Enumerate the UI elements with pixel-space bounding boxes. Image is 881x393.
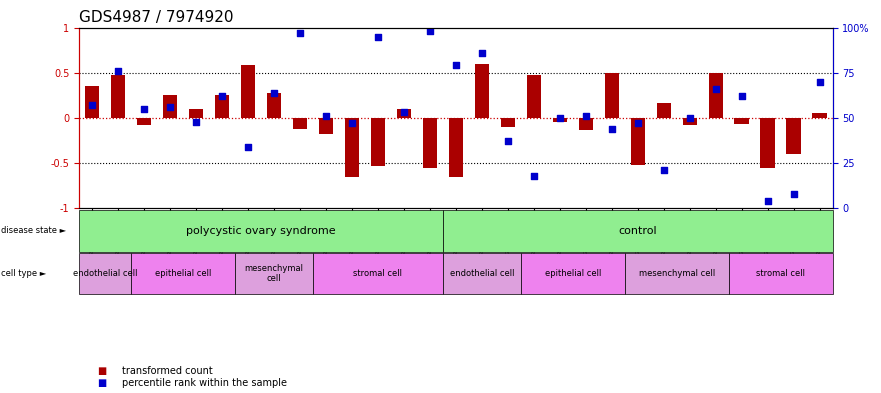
- Text: endothelial cell: endothelial cell: [73, 269, 137, 278]
- Text: mesenchymal cell: mesenchymal cell: [639, 269, 714, 278]
- Bar: [735, 118, 749, 124]
- Point: [215, 93, 229, 99]
- Bar: [163, 95, 177, 118]
- Point: [371, 33, 385, 40]
- Bar: [552, 118, 567, 121]
- Bar: [787, 118, 801, 154]
- Point: [683, 115, 697, 121]
- Text: epithelial cell: epithelial cell: [544, 269, 601, 278]
- Bar: [396, 109, 411, 118]
- Point: [111, 68, 125, 74]
- Point: [163, 104, 177, 110]
- Point: [760, 198, 774, 204]
- Point: [241, 144, 255, 150]
- Point: [85, 102, 100, 108]
- Bar: [708, 73, 722, 118]
- Bar: [344, 118, 359, 177]
- Text: stromal cell: stromal cell: [353, 269, 403, 278]
- Point: [475, 50, 489, 56]
- Point: [787, 191, 801, 197]
- Point: [137, 106, 152, 112]
- Bar: [371, 118, 385, 166]
- Point: [189, 118, 204, 125]
- Point: [735, 93, 749, 99]
- Point: [423, 28, 437, 34]
- Point: [293, 30, 307, 36]
- Point: [345, 120, 359, 127]
- Text: ■: ■: [97, 378, 106, 388]
- Text: endothelial cell: endothelial cell: [449, 269, 515, 278]
- Point: [448, 62, 463, 69]
- Bar: [683, 118, 697, 125]
- Bar: [812, 114, 826, 118]
- Point: [579, 113, 593, 119]
- Bar: [215, 95, 229, 118]
- Bar: [292, 118, 307, 129]
- Bar: [579, 118, 593, 130]
- Bar: [475, 64, 489, 118]
- Bar: [448, 118, 463, 177]
- Point: [500, 138, 515, 145]
- Text: mesenchymal
cell: mesenchymal cell: [245, 264, 304, 283]
- Bar: [241, 66, 255, 118]
- Text: disease state ►: disease state ►: [1, 226, 66, 235]
- Bar: [137, 118, 152, 125]
- Text: stromal cell: stromal cell: [756, 269, 805, 278]
- Point: [812, 79, 826, 85]
- Text: cell type ►: cell type ►: [1, 269, 46, 278]
- Text: transformed count: transformed count: [122, 366, 212, 376]
- Bar: [631, 118, 645, 165]
- Point: [552, 115, 566, 121]
- Text: epithelial cell: epithelial cell: [155, 269, 211, 278]
- Bar: [604, 73, 619, 118]
- Bar: [319, 118, 333, 134]
- Text: ■: ■: [97, 366, 106, 376]
- Text: percentile rank within the sample: percentile rank within the sample: [122, 378, 286, 388]
- Bar: [527, 75, 541, 118]
- Point: [397, 109, 411, 116]
- Bar: [189, 109, 204, 118]
- Bar: [111, 75, 125, 118]
- Bar: [267, 93, 281, 118]
- Point: [527, 173, 541, 179]
- Text: control: control: [618, 226, 657, 236]
- Point: [656, 167, 670, 173]
- Bar: [656, 103, 670, 118]
- Text: GDS4987 / 7974920: GDS4987 / 7974920: [79, 10, 233, 25]
- Bar: [85, 86, 100, 118]
- Bar: [760, 118, 774, 167]
- Point: [631, 120, 645, 127]
- Point: [319, 113, 333, 119]
- Bar: [500, 118, 515, 127]
- Text: polycystic ovary syndrome: polycystic ovary syndrome: [186, 226, 336, 236]
- Point: [267, 90, 281, 96]
- Point: [708, 86, 722, 92]
- Point: [604, 126, 618, 132]
- Bar: [423, 118, 437, 167]
